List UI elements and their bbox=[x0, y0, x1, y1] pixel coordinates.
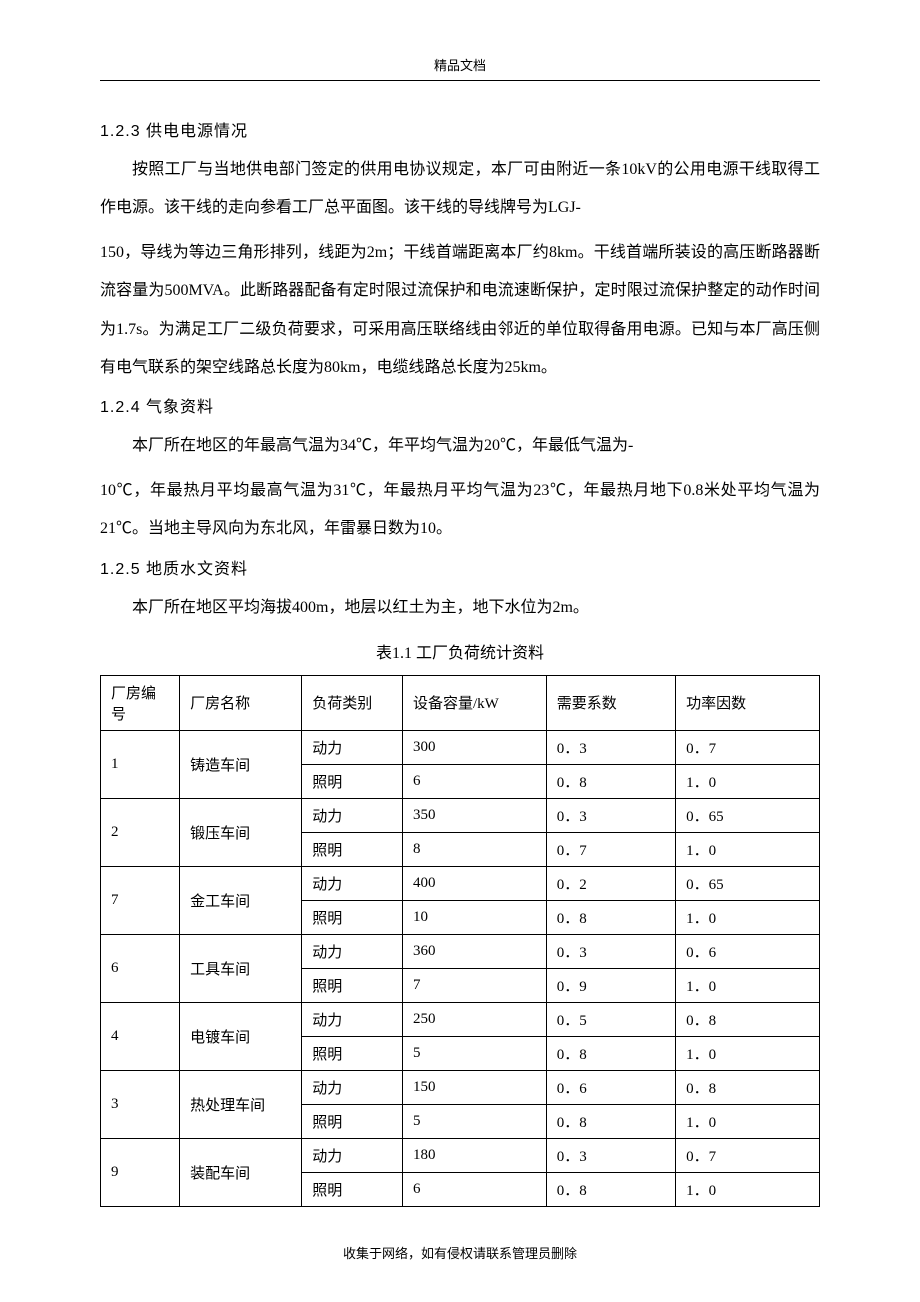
th-capacity: 设备容量/kW bbox=[402, 675, 546, 730]
cell-name: 工具车间 bbox=[180, 934, 302, 1002]
cell-loadtype: 照明 bbox=[302, 832, 403, 866]
cell-loadtype: 动力 bbox=[302, 730, 403, 764]
cell-capacity: 5 bbox=[402, 1036, 546, 1070]
cell-demandcoef: 0．3 bbox=[546, 934, 675, 968]
cell-capacity: 250 bbox=[402, 1002, 546, 1036]
paragraph-124-1: 本厂所在地区的年最高气温为34℃，年平均气温为20℃，年最低气温为- bbox=[100, 427, 820, 465]
cell-id: 2 bbox=[101, 798, 180, 866]
cell-demandcoef: 0．8 bbox=[546, 764, 675, 798]
cell-loadtype: 照明 bbox=[302, 764, 403, 798]
footer-text: 收集于网络，如有侵权请联系管理员删除 bbox=[0, 1243, 920, 1262]
cell-powerfactor: 0．65 bbox=[676, 798, 820, 832]
cell-powerfactor: 0．7 bbox=[676, 1138, 820, 1172]
cell-id: 3 bbox=[101, 1070, 180, 1138]
section-heading-125: 1.2.5 地质水文资料 bbox=[100, 555, 820, 579]
cell-powerfactor: 0．7 bbox=[676, 730, 820, 764]
cell-demandcoef: 0．3 bbox=[546, 798, 675, 832]
cell-powerfactor: 1．0 bbox=[676, 900, 820, 934]
th-name: 厂房名称 bbox=[180, 675, 302, 730]
header-divider bbox=[100, 80, 820, 81]
table-header-row: 厂房编号 厂房名称 负荷类别 设备容量/kW 需要系数 功率因数 bbox=[101, 675, 820, 730]
table-row: 7金工车间动力4000．20．65 bbox=[101, 866, 820, 900]
cell-loadtype: 动力 bbox=[302, 1138, 403, 1172]
cell-loadtype: 动力 bbox=[302, 798, 403, 832]
table-row: 2锻压车间动力3500．30．65 bbox=[101, 798, 820, 832]
cell-capacity: 300 bbox=[402, 730, 546, 764]
paragraph-123-2: 150，导线为等边三角形排列，线距为2m；干线首端距离本厂约8km。干线首端所装… bbox=[100, 234, 820, 388]
cell-powerfactor: 0．65 bbox=[676, 866, 820, 900]
paragraph-123-1: 按照工厂与当地供电部门签定的供用电协议规定，本厂可由附近一条10kV的公用电源干… bbox=[100, 151, 820, 228]
cell-id: 6 bbox=[101, 934, 180, 1002]
cell-loadtype: 照明 bbox=[302, 1036, 403, 1070]
cell-loadtype: 动力 bbox=[302, 1002, 403, 1036]
cell-demandcoef: 0．8 bbox=[546, 900, 675, 934]
cell-name: 锻压车间 bbox=[180, 798, 302, 866]
cell-name: 热处理车间 bbox=[180, 1070, 302, 1138]
table-caption: 表1.1 工厂负荷统计资料 bbox=[100, 639, 820, 663]
cell-id: 7 bbox=[101, 866, 180, 934]
cell-loadtype: 动力 bbox=[302, 1070, 403, 1104]
cell-id: 4 bbox=[101, 1002, 180, 1070]
cell-demandcoef: 0．8 bbox=[546, 1036, 675, 1070]
cell-name: 铸造车间 bbox=[180, 730, 302, 798]
cell-capacity: 7 bbox=[402, 968, 546, 1002]
table-row: 4电镀车间动力2500．50．8 bbox=[101, 1002, 820, 1036]
cell-demandcoef: 0．7 bbox=[546, 832, 675, 866]
cell-demandcoef: 0．6 bbox=[546, 1070, 675, 1104]
cell-loadtype: 照明 bbox=[302, 1172, 403, 1206]
paragraph-124-2: 10℃，年最热月平均最高气温为31℃，年最热月平均气温为23℃，年最热月地下0.… bbox=[100, 472, 820, 549]
cell-capacity: 400 bbox=[402, 866, 546, 900]
table-row: 1铸造车间动力3000．30．7 bbox=[101, 730, 820, 764]
cell-demandcoef: 0．3 bbox=[546, 1138, 675, 1172]
cell-capacity: 6 bbox=[402, 1172, 546, 1206]
cell-loadtype: 动力 bbox=[302, 934, 403, 968]
cell-name: 装配车间 bbox=[180, 1138, 302, 1206]
cell-demandcoef: 0．5 bbox=[546, 1002, 675, 1036]
cell-powerfactor: 1．0 bbox=[676, 1104, 820, 1138]
cell-powerfactor: 1．0 bbox=[676, 764, 820, 798]
cell-demandcoef: 0．8 bbox=[546, 1104, 675, 1138]
cell-capacity: 350 bbox=[402, 798, 546, 832]
cell-powerfactor: 1．0 bbox=[676, 968, 820, 1002]
cell-id: 9 bbox=[101, 1138, 180, 1206]
cell-capacity: 6 bbox=[402, 764, 546, 798]
cell-powerfactor: 0．8 bbox=[676, 1002, 820, 1036]
paragraph-125-1: 本厂所在地区平均海拔400m，地层以红土为主，地下水位为2m。 bbox=[100, 589, 820, 627]
cell-demandcoef: 0．2 bbox=[546, 866, 675, 900]
table-row: 9装配车间动力1800．30．7 bbox=[101, 1138, 820, 1172]
cell-powerfactor: 0．6 bbox=[676, 934, 820, 968]
table-row: 3热处理车间动力1500．60．8 bbox=[101, 1070, 820, 1104]
header-label: 精品文档 bbox=[100, 55, 820, 80]
th-id: 厂房编号 bbox=[101, 675, 180, 730]
cell-name: 金工车间 bbox=[180, 866, 302, 934]
cell-powerfactor: 0．8 bbox=[676, 1070, 820, 1104]
th-loadtype: 负荷类别 bbox=[302, 675, 403, 730]
cell-capacity: 360 bbox=[402, 934, 546, 968]
cell-loadtype: 照明 bbox=[302, 968, 403, 1002]
cell-demandcoef: 0．3 bbox=[546, 730, 675, 764]
cell-capacity: 150 bbox=[402, 1070, 546, 1104]
cell-loadtype: 照明 bbox=[302, 1104, 403, 1138]
th-powerfactor: 功率因数 bbox=[676, 675, 820, 730]
cell-loadtype: 照明 bbox=[302, 900, 403, 934]
cell-id: 1 bbox=[101, 730, 180, 798]
cell-capacity: 10 bbox=[402, 900, 546, 934]
cell-capacity: 5 bbox=[402, 1104, 546, 1138]
cell-name: 电镀车间 bbox=[180, 1002, 302, 1070]
section-heading-124: 1.2.4 气象资料 bbox=[100, 393, 820, 417]
cell-demandcoef: 0．9 bbox=[546, 968, 675, 1002]
load-table: 厂房编号 厂房名称 负荷类别 设备容量/kW 需要系数 功率因数 1铸造车间动力… bbox=[100, 675, 820, 1207]
cell-loadtype: 动力 bbox=[302, 866, 403, 900]
cell-powerfactor: 1．0 bbox=[676, 1172, 820, 1206]
section-heading-123: 1.2.3 供电电源情况 bbox=[100, 117, 820, 141]
cell-powerfactor: 1．0 bbox=[676, 832, 820, 866]
cell-capacity: 8 bbox=[402, 832, 546, 866]
cell-demandcoef: 0．8 bbox=[546, 1172, 675, 1206]
cell-capacity: 180 bbox=[402, 1138, 546, 1172]
cell-powerfactor: 1．0 bbox=[676, 1036, 820, 1070]
th-demandcoef: 需要系数 bbox=[546, 675, 675, 730]
table-row: 6工具车间动力3600．30．6 bbox=[101, 934, 820, 968]
